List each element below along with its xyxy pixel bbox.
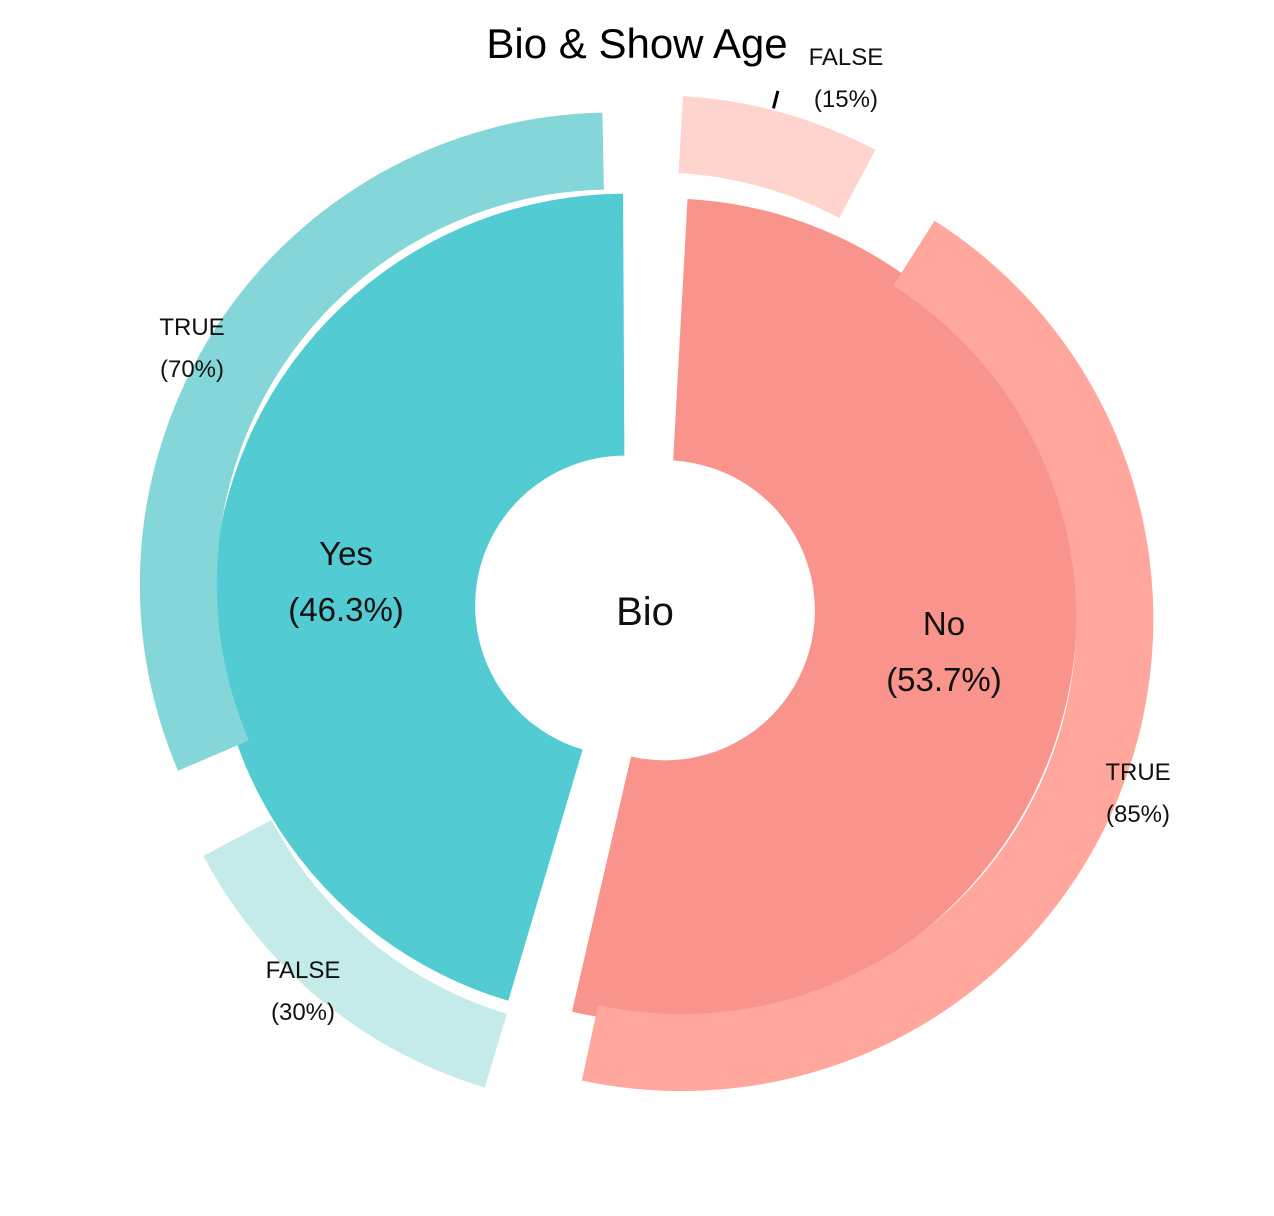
- outer-pct-yes-false: (30%): [271, 999, 335, 1026]
- leader-line: [771, 90, 780, 109]
- outer-label-yes-true: TRUE: [159, 314, 224, 341]
- inner-pct-yes: (46.3%): [288, 591, 404, 628]
- inner-label-no: No: [923, 605, 965, 642]
- outer-pct-no-true: (85%): [1106, 801, 1170, 828]
- outer-slice-yes-false: [203, 819, 507, 1088]
- outer-label-no-false: FALSE: [809, 44, 884, 71]
- inner-slice-yes: [213, 193, 625, 1001]
- outer-slice-yes-true: [139, 112, 604, 771]
- inner-pct-no: (53.7%): [886, 661, 1002, 698]
- inner-slice-no: [571, 198, 1077, 1023]
- outer-label-no-true: TRUE: [1105, 759, 1170, 786]
- center-hole: [495, 504, 795, 712]
- outer-label-yes-false: FALSE: [266, 957, 341, 984]
- outer-slice-no-false: [678, 96, 876, 219]
- center-label: Bio: [616, 590, 674, 634]
- outer-pct-no-false: (15%): [814, 86, 878, 113]
- chart-title: Bio & Show Age: [486, 20, 788, 67]
- inner-label-yes: Yes: [319, 535, 373, 572]
- outer-slice-no-true: [581, 220, 1154, 1092]
- outer-pct-yes-true: (70%): [160, 356, 224, 383]
